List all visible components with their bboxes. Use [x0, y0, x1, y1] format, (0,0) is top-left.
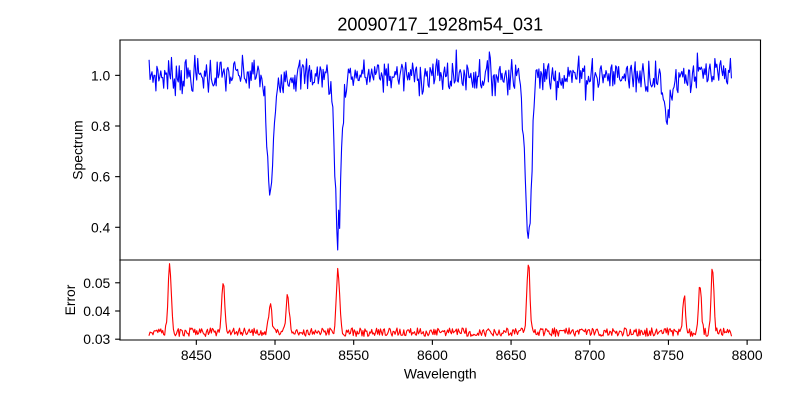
- svg-text:1.0: 1.0: [91, 67, 111, 83]
- svg-text:8800: 8800: [732, 347, 763, 363]
- svg-text:0.6: 0.6: [91, 169, 111, 185]
- svg-text:0.4: 0.4: [91, 219, 111, 235]
- svg-text:0.03: 0.03: [83, 331, 110, 347]
- svg-text:Error: Error: [62, 284, 78, 315]
- svg-text:8600: 8600: [417, 347, 448, 363]
- svg-text:0.8: 0.8: [91, 118, 111, 134]
- svg-text:0.04: 0.04: [83, 303, 110, 319]
- svg-text:20090717_1928m54_031: 20090717_1928m54_031: [337, 14, 543, 35]
- svg-text:8750: 8750: [653, 347, 684, 363]
- svg-text:8700: 8700: [574, 347, 605, 363]
- svg-text:8650: 8650: [496, 347, 527, 363]
- svg-text:0.05: 0.05: [83, 275, 110, 291]
- svg-text:8450: 8450: [181, 347, 212, 363]
- svg-text:8500: 8500: [260, 347, 291, 363]
- svg-text:8550: 8550: [338, 347, 369, 363]
- svg-text:Wavelength: Wavelength: [404, 365, 477, 381]
- svg-text:Spectrum: Spectrum: [70, 120, 86, 179]
